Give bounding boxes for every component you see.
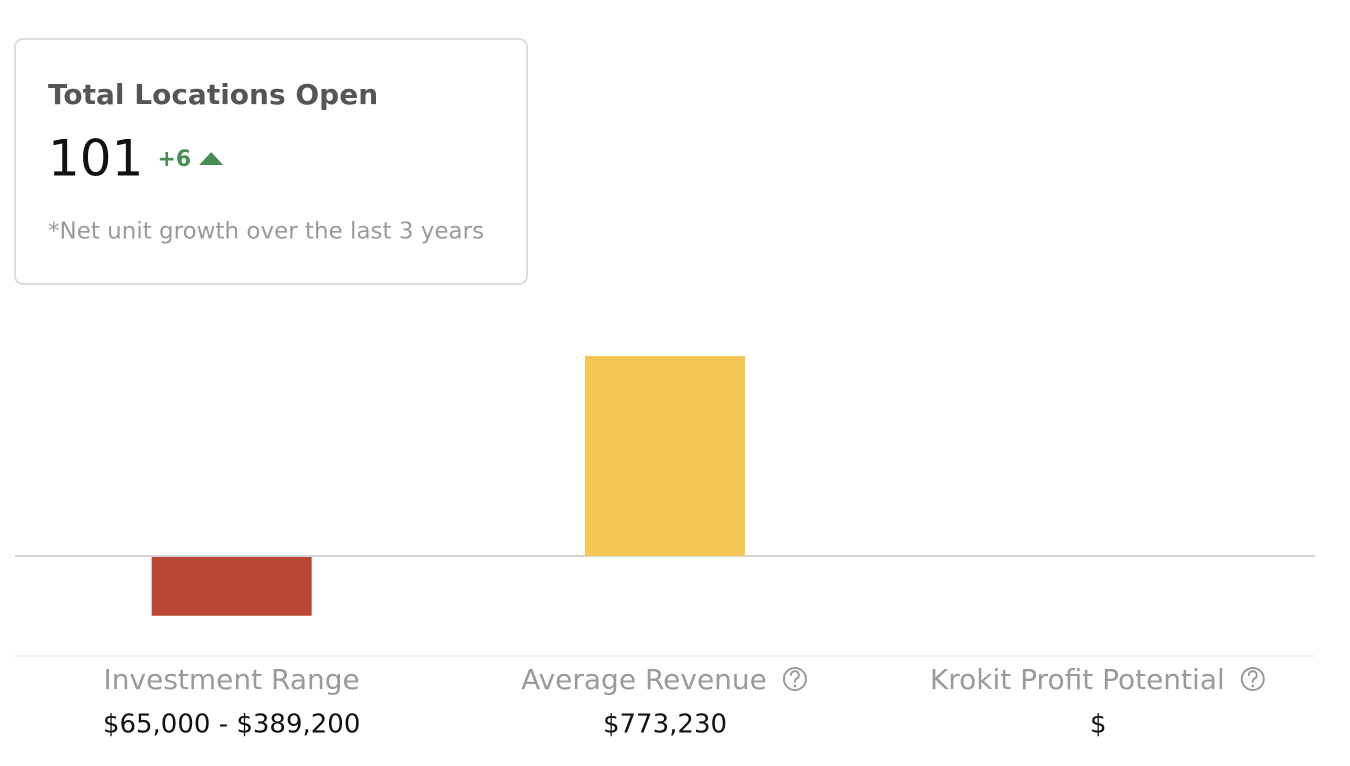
- card: [14, 38, 528, 285]
- amount-label: $: [1090, 710, 1107, 740]
- bar: [585, 356, 745, 556]
- help-icon-mark: [789, 670, 800, 683]
- card-value: 101: [48, 130, 143, 188]
- amount-label: $65,000 - $389,200: [103, 710, 361, 740]
- card-note: *Net unit growth over the last 3 years: [48, 219, 484, 245]
- help-icon-dot: [793, 684, 797, 688]
- help-icon-dot: [1251, 684, 1255, 688]
- bar: [151, 557, 312, 616]
- up-arrow: [199, 152, 224, 165]
- category-label: Investment Range: [104, 663, 360, 696]
- help-icon-mark: [1247, 670, 1258, 683]
- help-icon: [1240, 667, 1265, 691]
- category-label: Average Revenue: [521, 663, 767, 696]
- help-icon: [782, 667, 807, 691]
- card-change: +6: [157, 147, 191, 172]
- category-label: Krokit Profit Potential: [930, 663, 1225, 696]
- amount-label: $773,230: [603, 710, 727, 740]
- card-title: Total Locations Open: [48, 78, 378, 111]
